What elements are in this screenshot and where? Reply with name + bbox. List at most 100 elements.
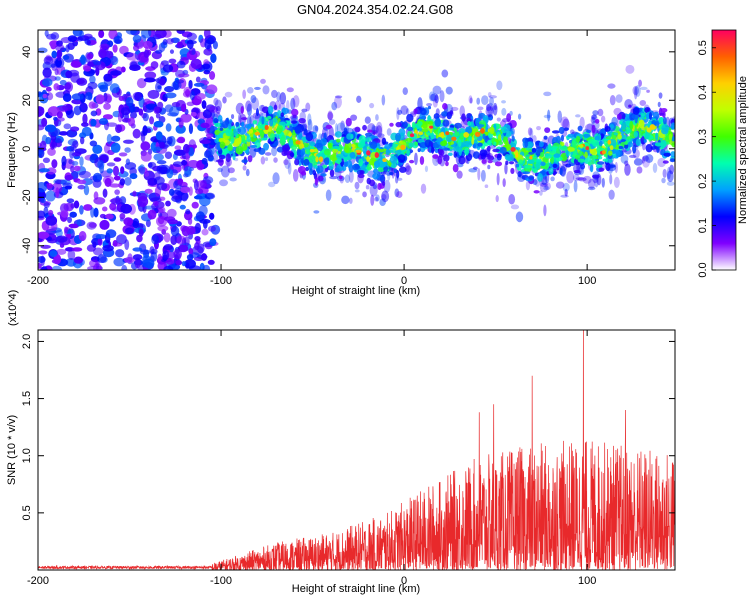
heatmap-cell — [508, 194, 516, 205]
heatmap-cell — [573, 149, 578, 157]
heatmap-cell — [152, 200, 159, 207]
heatmap-cell — [624, 144, 629, 149]
heatmap-cell — [624, 160, 629, 166]
heatmap-cell — [66, 109, 75, 119]
heatmap-cell — [119, 45, 129, 55]
heatmap-cell — [560, 194, 569, 198]
heatmap-cell — [289, 152, 295, 158]
heatmap-cell — [591, 114, 597, 120]
heatmap-cell — [627, 141, 634, 148]
heatmap-cell — [636, 166, 643, 174]
heatmap-cell — [191, 201, 199, 209]
heatmap-cell — [113, 175, 121, 181]
heatmap-cell — [92, 174, 98, 182]
heatmap-cell — [59, 79, 67, 86]
heatmap-cell — [377, 166, 385, 172]
heatmap-cell — [494, 161, 503, 167]
heatmap-cell — [142, 258, 155, 269]
heatmap-cell — [163, 244, 173, 251]
heatmap-cell — [113, 157, 122, 162]
heatmap-cell — [456, 170, 463, 179]
heatmap-cell — [66, 198, 75, 204]
heatmap-cell — [90, 207, 95, 218]
heatmap-cell — [139, 249, 151, 255]
heatmap-cell — [124, 227, 134, 235]
heatmap-cell — [608, 189, 615, 200]
heatmap-cell — [351, 143, 355, 148]
heatmap-cell — [110, 55, 119, 66]
heatmap-cell — [598, 140, 603, 147]
heatmap-cell — [213, 97, 219, 106]
heatmap-cell — [388, 171, 394, 176]
heatmap-cell — [111, 135, 121, 142]
heatmap-cell — [214, 99, 222, 112]
heatmap-cell — [596, 161, 605, 165]
heatmap-cell — [635, 138, 641, 147]
heatmap-cell — [529, 128, 534, 140]
heatmap-cell — [383, 165, 389, 172]
heatmap-cell — [641, 155, 651, 168]
heatmap-cell — [528, 175, 535, 180]
heatmap-cell — [414, 141, 418, 146]
heatmap-cell — [510, 204, 520, 210]
heatmap-cell — [180, 103, 187, 113]
y-tick-label: -20 — [21, 189, 33, 205]
heatmap-cell — [269, 133, 275, 142]
heatmap-cell — [366, 163, 372, 171]
heatmap-cell — [670, 122, 675, 130]
heatmap-cell — [256, 139, 260, 143]
heatmap-cell — [55, 235, 68, 243]
heatmap-cell — [110, 197, 123, 205]
heatmap-cell — [543, 91, 552, 97]
heatmap-cell — [511, 135, 515, 142]
heatmap-cell — [331, 101, 338, 111]
heatmap-cell — [345, 117, 352, 127]
figure-title: GN04.2024.354.02.24.G08 — [297, 2, 453, 17]
heatmap-cell — [77, 185, 86, 190]
heatmap-cell — [71, 98, 84, 105]
heatmap-cell — [552, 163, 558, 168]
heatmap-cell — [238, 126, 247, 135]
heatmap-cell — [38, 210, 46, 219]
heatmap-cell — [364, 161, 369, 166]
heatmap-cell — [132, 247, 143, 252]
heatmap-cell — [87, 265, 100, 270]
heatmap-cell — [526, 160, 535, 165]
heatmap-cell — [92, 144, 103, 155]
heatmap-cell — [609, 173, 613, 185]
heatmap-cell — [639, 100, 647, 107]
heatmap-cell — [307, 118, 313, 132]
heatmap-cell — [113, 35, 123, 45]
heatmap-cell — [652, 162, 658, 173]
heatmap-cell — [669, 158, 675, 163]
heatmap-cell — [366, 150, 371, 156]
heatmap-cell — [366, 177, 372, 185]
heatmap-cell — [124, 239, 130, 251]
heatmap-cell — [590, 148, 598, 156]
heatmap-cell — [97, 237, 103, 246]
heatmap-cell — [155, 112, 161, 119]
heatmap-cell — [105, 213, 114, 220]
heatmap-cell — [573, 169, 581, 174]
heatmap-cell — [255, 108, 259, 117]
heatmap-cell — [624, 163, 631, 176]
heatmap-cell — [38, 124, 45, 131]
heatmap-cell — [308, 161, 313, 171]
heatmap-cell — [486, 145, 491, 152]
heatmap-cell — [446, 134, 453, 143]
heatmap-cell — [163, 265, 174, 270]
heatmap-cell — [334, 131, 342, 138]
heatmap-cell — [61, 155, 67, 167]
heatmap-cell — [439, 90, 445, 103]
heatmap-cell — [140, 30, 152, 39]
heatmap-cell — [109, 202, 117, 211]
heatmap-cell — [142, 125, 148, 136]
heatmap-cell — [140, 141, 151, 151]
heatmap-cell — [442, 119, 450, 127]
heatmap-cell — [643, 139, 647, 143]
heatmap-cell — [406, 148, 410, 157]
heatmap-cell — [254, 86, 261, 90]
heatmap-cell — [398, 166, 407, 173]
heatmap-cell — [550, 176, 555, 182]
heatmap-cell — [317, 175, 324, 182]
